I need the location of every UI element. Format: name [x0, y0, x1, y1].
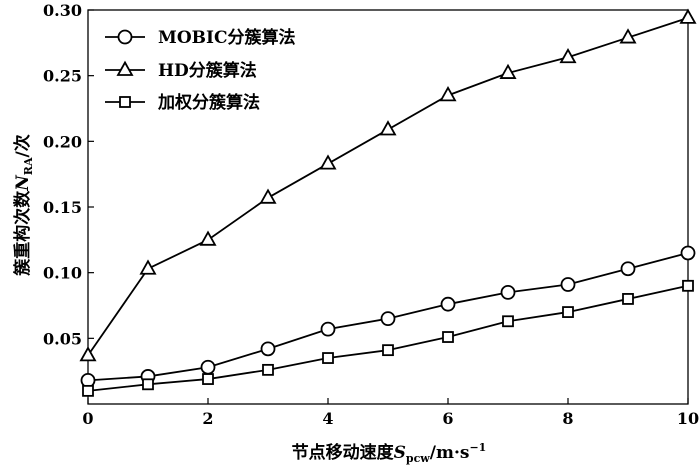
data-point: [622, 293, 634, 305]
y-tick-label: 0.20: [43, 132, 82, 151]
data-point: [319, 154, 337, 170]
y-axis-title: 簇重构次数NRA/次: [12, 134, 35, 276]
x-tick-label: 6: [442, 409, 453, 428]
y-tick-label: 0.10: [43, 264, 82, 283]
y-tick-label: 0.30: [43, 1, 82, 20]
legend-label-hd: HD分簇算法: [158, 60, 257, 81]
y-tick-label: 0.05: [43, 329, 82, 348]
data-point: [80, 372, 96, 388]
series-triangle: [79, 8, 697, 362]
data-point: [200, 359, 216, 375]
y-tick-label: 0.15: [43, 198, 82, 217]
data-point: [202, 373, 214, 385]
data-point: [139, 259, 157, 275]
x-tick-label: 4: [322, 409, 333, 428]
data-point: [620, 261, 636, 277]
data-point: [79, 346, 97, 362]
data-point: [619, 28, 637, 44]
legend-marker-hd: [116, 60, 134, 76]
data-point: [500, 284, 516, 300]
y-tick-label: 0.25: [43, 67, 82, 86]
x-axis-title: 节点移动速度Spcw/m·s−1: [292, 441, 487, 465]
data-point: [380, 311, 396, 327]
data-point: [499, 63, 517, 79]
data-point: [262, 363, 274, 376]
x-tick-label: 0: [82, 409, 93, 428]
legend-marker-mobic: [117, 29, 133, 45]
legend-label-mobic: MOBIC分簇算法: [158, 27, 295, 48]
legend: MOBIC分簇算法 HD分簇算法 加权分簇算法: [105, 27, 295, 113]
data-point: [322, 352, 334, 364]
data-point: [259, 188, 277, 204]
data-point: [502, 315, 514, 328]
data-point: [442, 331, 454, 343]
data-point: [562, 306, 574, 318]
ticks: 0 2 4 6 8 10 0.05 0.10 0.15 0.20 0.25 0.30: [43, 1, 699, 428]
data-point: [142, 378, 154, 391]
legend-item-hd: HD分簇算法: [105, 60, 257, 81]
data-point: [439, 86, 457, 102]
series-circle: [80, 245, 696, 388]
data-point: [680, 245, 696, 261]
series: [79, 8, 697, 397]
x-tick-label: 2: [202, 409, 213, 428]
data-point: [682, 279, 694, 292]
data-point: [199, 230, 217, 246]
legend-item-weighted: 加权分簇算法: [105, 92, 260, 113]
data-point: [382, 344, 394, 357]
x-tick-label: 8: [562, 409, 573, 428]
data-point: [320, 321, 336, 337]
data-point: [260, 341, 276, 357]
data-point: [379, 120, 397, 136]
data-point: [82, 384, 94, 397]
x-tick-label: 10: [677, 409, 699, 428]
data-point: [440, 296, 456, 312]
data-point: [679, 8, 697, 24]
legend-label-weighted: 加权分簇算法: [157, 92, 260, 113]
data-point: [559, 47, 577, 64]
legend-marker-weighted: [119, 96, 131, 108]
data-point: [560, 277, 576, 292]
legend-item-mobic: MOBIC分簇算法: [105, 27, 295, 48]
series-square: [82, 279, 694, 397]
series-line: [87, 284, 689, 392]
